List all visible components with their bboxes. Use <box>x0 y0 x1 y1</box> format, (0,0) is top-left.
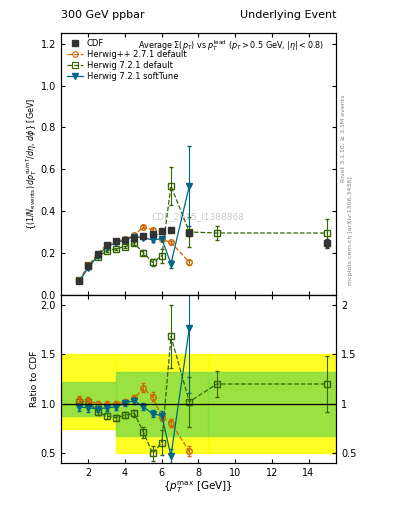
Y-axis label: Ratio to CDF: Ratio to CDF <box>30 351 39 407</box>
Text: Rivet 3.1.10, ≥ 3.1M events: Rivet 3.1.10, ≥ 3.1M events <box>341 95 346 182</box>
Y-axis label: $\{(1/N_\mathrm{events})\,dp^\mathrm{sumT}_T/d\eta,\,d\phi\}$ [GeV]: $\{(1/N_\mathrm{events})\,dp^\mathrm{sum… <box>24 98 39 230</box>
Text: 300 GeV ppbar: 300 GeV ppbar <box>61 10 145 20</box>
X-axis label: $\{p_T^\mathrm{max}$ [GeV]$\}$: $\{p_T^\mathrm{max}$ [GeV]$\}$ <box>163 480 233 495</box>
Text: Underlying Event: Underlying Event <box>239 10 336 20</box>
Text: CDF_2015_I1388868: CDF_2015_I1388868 <box>152 212 245 221</box>
Text: Average $\Sigma(p_T)$ vs $p_T^\mathrm{lead}$ ($p_T > 0.5$ GeV, $|\eta| < 0.8$): Average $\Sigma(p_T)$ vs $p_T^\mathrm{le… <box>138 38 324 53</box>
Text: mcplots.cern.ch [arXiv:1306.3436]: mcplots.cern.ch [arXiv:1306.3436] <box>348 176 353 285</box>
Legend: CDF, Herwig++ 2.7.1 default, Herwig 7.2.1 default, Herwig 7.2.1 softTune: CDF, Herwig++ 2.7.1 default, Herwig 7.2.… <box>65 37 188 83</box>
